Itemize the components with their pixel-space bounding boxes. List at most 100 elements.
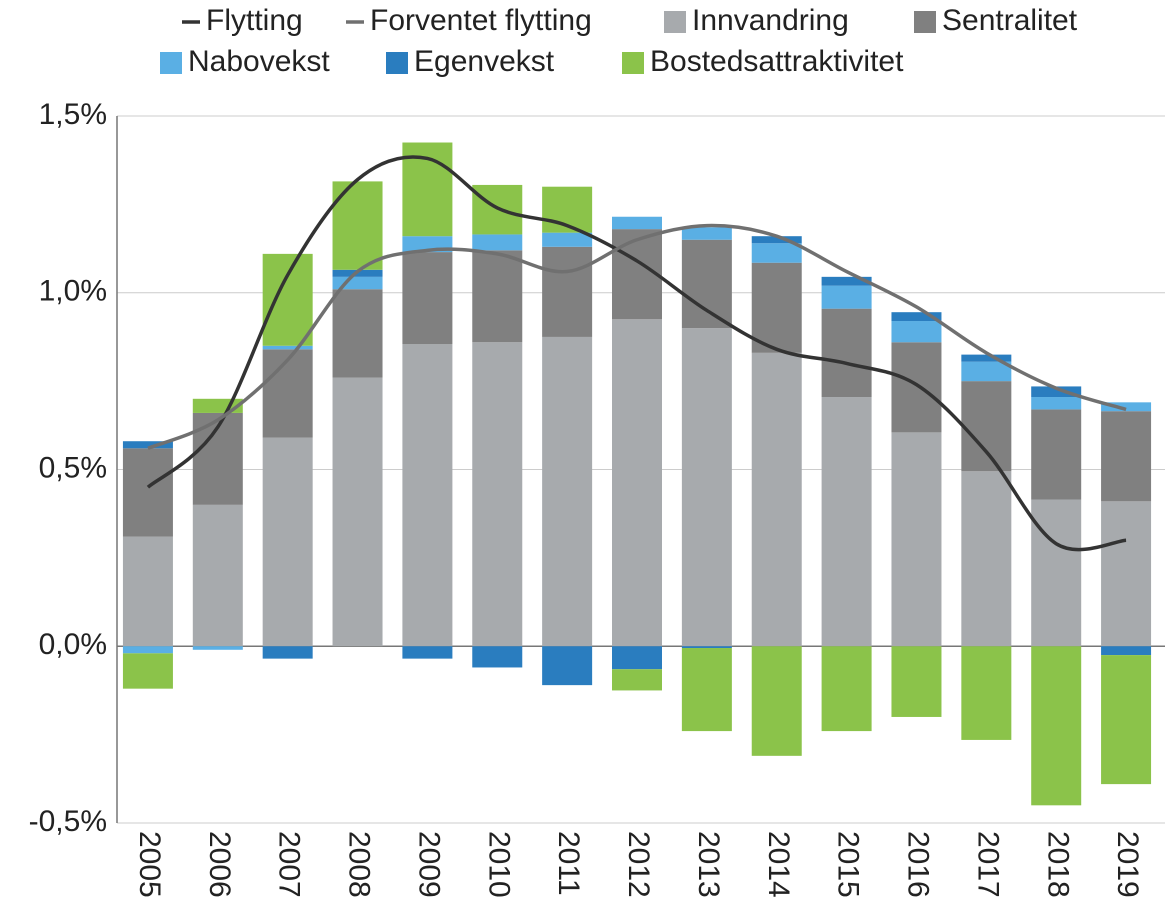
line-series [146,155,1127,552]
bar-segment [192,646,243,650]
legend-label: Bostedsattraktivitet [650,45,904,78]
bar-segment [122,441,173,449]
x-tick-label: 2007 [273,831,306,898]
bar-segment [961,354,1012,362]
legend-swatch [622,52,644,74]
x-tick-label: 2010 [482,831,515,898]
bar-segment [262,646,313,659]
bar-segment [472,646,523,668]
bar-segment [122,646,173,654]
legend-label: Sentralitet [942,4,1078,37]
bar-segment [751,352,802,647]
bar-segment [821,397,872,647]
x-tick-label: 2012 [622,831,655,898]
bar-segment [1031,386,1082,398]
legend-swatch [664,11,686,33]
bar-segment [262,437,313,647]
y-tick-label: 1,0% [39,275,107,308]
bar-segment [472,342,523,647]
bar-segment [891,646,942,717]
legend-label: Flytting [206,4,303,37]
bar-segment [1031,409,1082,500]
bar-segment [1101,646,1152,656]
bar-segment [402,252,453,345]
x-tick-label: 2018 [1041,831,1074,898]
bar-segment [961,381,1012,472]
bar-segment [122,448,173,537]
x-tick-label: 2014 [762,831,795,898]
legend-swatch [386,52,408,74]
bar-segment [472,250,523,343]
bar-segment [1101,411,1152,502]
bar-segment [891,432,942,647]
bar-segment [1101,655,1152,785]
bar-segment [472,234,523,251]
bar-segment [681,328,732,647]
bar-segment [961,646,1012,740]
bar-segment [1031,646,1082,806]
bar-segment [681,239,732,329]
bar-segment [1031,499,1082,647]
bar-segment [542,232,593,247]
bar-segment [821,285,872,309]
bar-segment [891,342,942,433]
bar-segment [192,504,243,647]
bar-segment [402,344,453,647]
bar-segment [751,243,802,263]
x-tick-label: 2013 [692,831,725,898]
bar-segment [612,216,662,230]
x-tick-label: 2006 [203,831,236,898]
bar-segment [821,646,872,732]
bar-segment [612,646,662,670]
y-tick-label: 1,5% [39,98,107,131]
bar-segment [542,246,593,337]
x-tick-label: 2008 [343,831,376,898]
bar-segment [122,653,173,689]
x-tick-label: 2009 [412,831,445,898]
x-tick-label: 2019 [1111,831,1144,898]
bar-segment [681,646,732,649]
legend-label: Forventet flytting [370,4,592,37]
bar-segment [1101,402,1152,412]
bar-segment [262,349,313,438]
bar-segment [821,308,872,398]
bar-segment [262,345,313,350]
x-tick-label: 2016 [902,831,935,898]
x-tick-label: 2017 [971,831,1004,898]
bar-segment [891,312,942,322]
legend-label: Egenvekst [414,45,555,78]
x-tick-label: 2011 [552,831,585,896]
bar-segment [681,227,732,240]
bar-segment [542,646,593,686]
bar-segment [332,377,383,647]
y-tick-label: 0,5% [39,451,107,484]
bar-segment [122,536,173,647]
bar-segment [821,276,872,286]
bar-segment [612,669,662,691]
bar-segment [681,648,732,732]
bar-segment [332,289,383,378]
bar-segment [542,336,593,647]
bar-segment [1101,501,1152,647]
y-tick-label: -0,5% [29,805,107,838]
bar-segment [751,236,802,244]
bar-segment [961,361,1012,382]
bar-segment [1031,397,1082,410]
x-tick-label: 2015 [832,831,865,898]
bar-segment [402,646,453,659]
y-tick-label: 0,0% [39,628,107,661]
bar-segment [751,262,802,353]
bar-segment [751,646,802,756]
x-tick-label: 2005 [133,831,166,898]
bar-segment [262,253,313,346]
legend-label: Nabovekst [188,45,330,78]
line-series [147,223,1127,450]
legend-swatch [914,11,936,33]
legend-swatch [160,52,182,74]
bar-segment [612,319,662,647]
bar-segment [891,321,942,343]
legend-label: Innvandring [692,4,849,37]
bar-segment [961,471,1012,647]
